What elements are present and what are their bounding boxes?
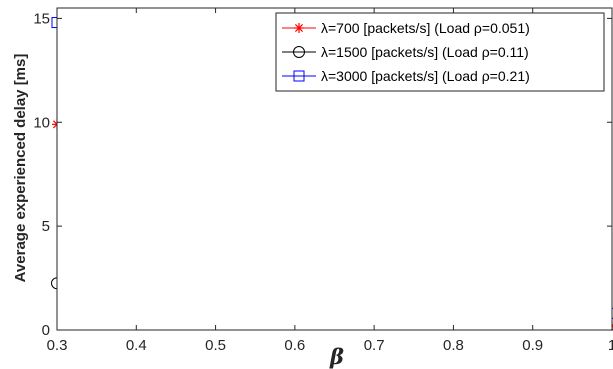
legend-marker bbox=[293, 70, 305, 82]
legend-entry-3: λ=3000 [packets/s] (Load ρ=0.21) bbox=[282, 68, 530, 84]
legend: λ=700 [packets/s] (Load ρ=0.051) λ=1500 [… bbox=[275, 12, 605, 92]
legend-marker bbox=[293, 46, 305, 58]
legend-label: λ=3000 [packets/s] (Load ρ=0.21) bbox=[321, 68, 530, 84]
y-axis-title: Average experienced delay [ms] bbox=[12, 54, 29, 283]
y-tick-label: 10 bbox=[33, 114, 50, 131]
legend-box bbox=[275, 12, 605, 92]
x-tick-label: 0.6 bbox=[284, 337, 305, 354]
y-tick-label: 0 bbox=[42, 322, 50, 339]
x-tick-label: 0.8 bbox=[443, 337, 464, 354]
legend-entry-2: λ=1500 [packets/s] (Load ρ=0.11) bbox=[282, 44, 529, 60]
legend-entry-1: λ=700 [packets/s] (Load ρ=0.051) bbox=[282, 20, 530, 36]
y-tick-label: 15 bbox=[33, 10, 50, 27]
legend-label: λ=1500 [packets/s] (Load ρ=0.11) bbox=[321, 44, 529, 60]
x-tick-label: 0.5 bbox=[205, 337, 226, 354]
x-axis-title: β bbox=[329, 344, 344, 369]
x-tick-label: 0.9 bbox=[522, 337, 543, 354]
legend-label: λ=700 [packets/s] (Load ρ=0.051) bbox=[321, 20, 530, 36]
x-tick-label: 0.4 bbox=[126, 337, 147, 354]
x-tick-label: 0.3 bbox=[47, 337, 68, 354]
y-tick-label: 5 bbox=[42, 218, 50, 235]
legend-marker bbox=[294, 23, 304, 33]
x-tick-label: 1 bbox=[608, 337, 613, 354]
x-tick-label: 0.7 bbox=[364, 337, 385, 354]
